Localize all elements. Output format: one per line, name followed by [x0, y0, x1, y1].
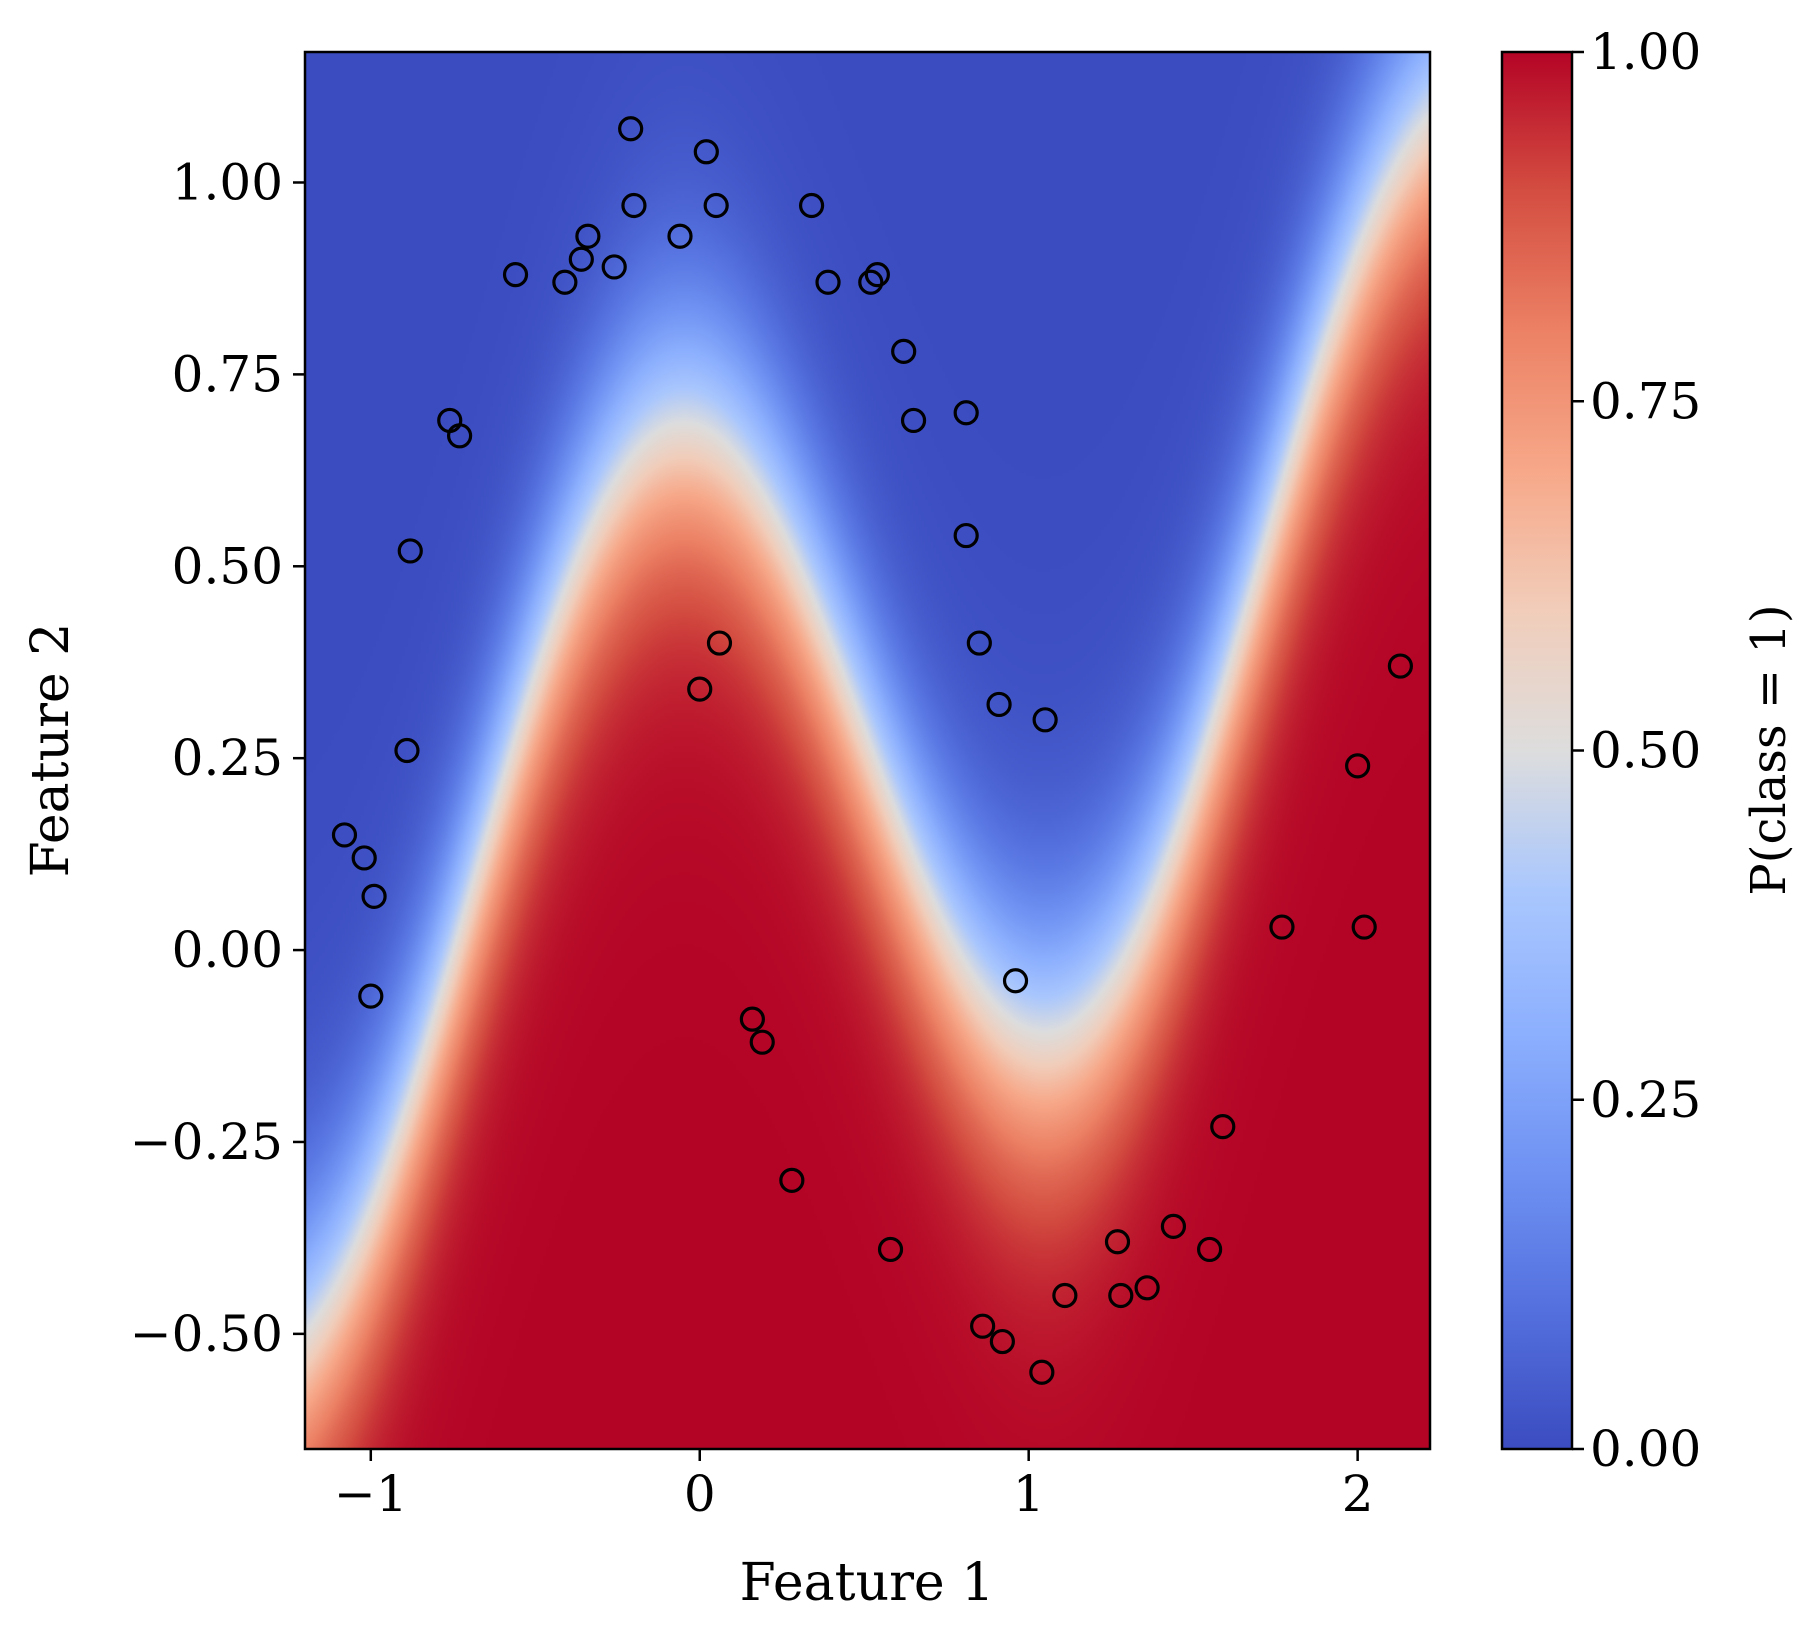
y-axis-ticks: −0.50 −0.25 0.00 0.25 0.50 0.75 1.00: [130, 153, 305, 1363]
colorbar: [1500, 50, 1574, 1451]
data-point: [1134, 1275, 1160, 1301]
data-point: [864, 261, 890, 288]
data-point: [601, 254, 627, 280]
data-point: [986, 691, 1012, 718]
data-point: [1002, 968, 1029, 994]
data-point: [779, 1167, 805, 1193]
x-tick-label: −1: [334, 1465, 408, 1523]
data-point: [1387, 653, 1413, 679]
colorbar-tick-label: 1.00: [1590, 23, 1701, 81]
x-tick-label: 2: [1342, 1465, 1374, 1523]
data-point: [1197, 1236, 1223, 1263]
data-point: [739, 1006, 765, 1032]
data-point: [575, 223, 601, 249]
data-point: [331, 822, 358, 848]
data-point: [1029, 1359, 1055, 1385]
data-point: [953, 522, 979, 549]
data-point: [1108, 1282, 1134, 1309]
data-point: [1345, 753, 1371, 779]
data-point: [361, 883, 387, 909]
data-point: [891, 338, 917, 364]
data-point: [1269, 914, 1295, 940]
colorbar-ticks: 0.00 0.25 0.50 0.75 1.00: [1572, 23, 1701, 1478]
probability-heatmap: [305, 52, 1430, 1449]
data-point: [815, 269, 841, 295]
data-point: [552, 269, 578, 295]
y-tick-label: −0.50: [130, 1305, 283, 1363]
data-point: [687, 676, 713, 702]
data-point: [1210, 1114, 1236, 1140]
colorbar-tick-label: 0.50: [1590, 722, 1701, 780]
y-tick-label: 1.00: [172, 153, 283, 211]
y-tick-label: 0.75: [172, 345, 283, 403]
data-point: [900, 407, 927, 434]
data-point: [1351, 914, 1377, 940]
data-point: [394, 737, 420, 764]
data-point: [358, 983, 384, 1009]
data-point: [706, 630, 733, 656]
x-axis-ticks: −1 0 1 2: [334, 1449, 1374, 1523]
data-point: [970, 1313, 996, 1339]
colorbar-tick-label: 0.25: [1590, 1071, 1701, 1129]
colorbar-title: P(class = 1): [1741, 604, 1797, 895]
y-tick-label: 0.25: [172, 729, 283, 787]
data-point: [858, 269, 884, 295]
data-point: [568, 246, 594, 272]
data-point: [621, 192, 647, 219]
data-point: [1160, 1213, 1187, 1240]
data-point: [1032, 707, 1058, 733]
x-tick-label: 1: [1013, 1465, 1045, 1523]
data-point: [618, 116, 644, 142]
data-point: [693, 139, 719, 165]
y-tick-label: 0.00: [172, 921, 283, 979]
y-tick-label: −0.25: [130, 1113, 283, 1171]
data-point: [351, 845, 377, 871]
data-point: [798, 192, 825, 219]
data-point: [667, 223, 693, 249]
data-point: [703, 192, 729, 219]
y-axis-title: Feature 2: [21, 623, 81, 878]
data-point: [502, 261, 529, 288]
data-point: [953, 400, 979, 426]
data-point: [989, 1328, 1015, 1355]
colorbar-tick-label: 0.75: [1590, 372, 1701, 430]
data-point: [1104, 1229, 1131, 1255]
data-point: [1052, 1282, 1078, 1309]
data-point: [749, 1029, 775, 1055]
data-point: [397, 538, 423, 564]
plot-frame: [303, 50, 1432, 1451]
colorbar-tick-label: 0.00: [1590, 1420, 1701, 1478]
heatmap-image: [305, 52, 1430, 1449]
data-point: [447, 423, 473, 449]
scatter-points: [331, 116, 1413, 1385]
data-point: [877, 1236, 904, 1263]
y-tick-label: 0.50: [172, 537, 283, 595]
x-axis-title: Feature 1: [740, 1553, 995, 1613]
data-point: [966, 630, 992, 656]
x-tick-label: 0: [684, 1465, 716, 1523]
